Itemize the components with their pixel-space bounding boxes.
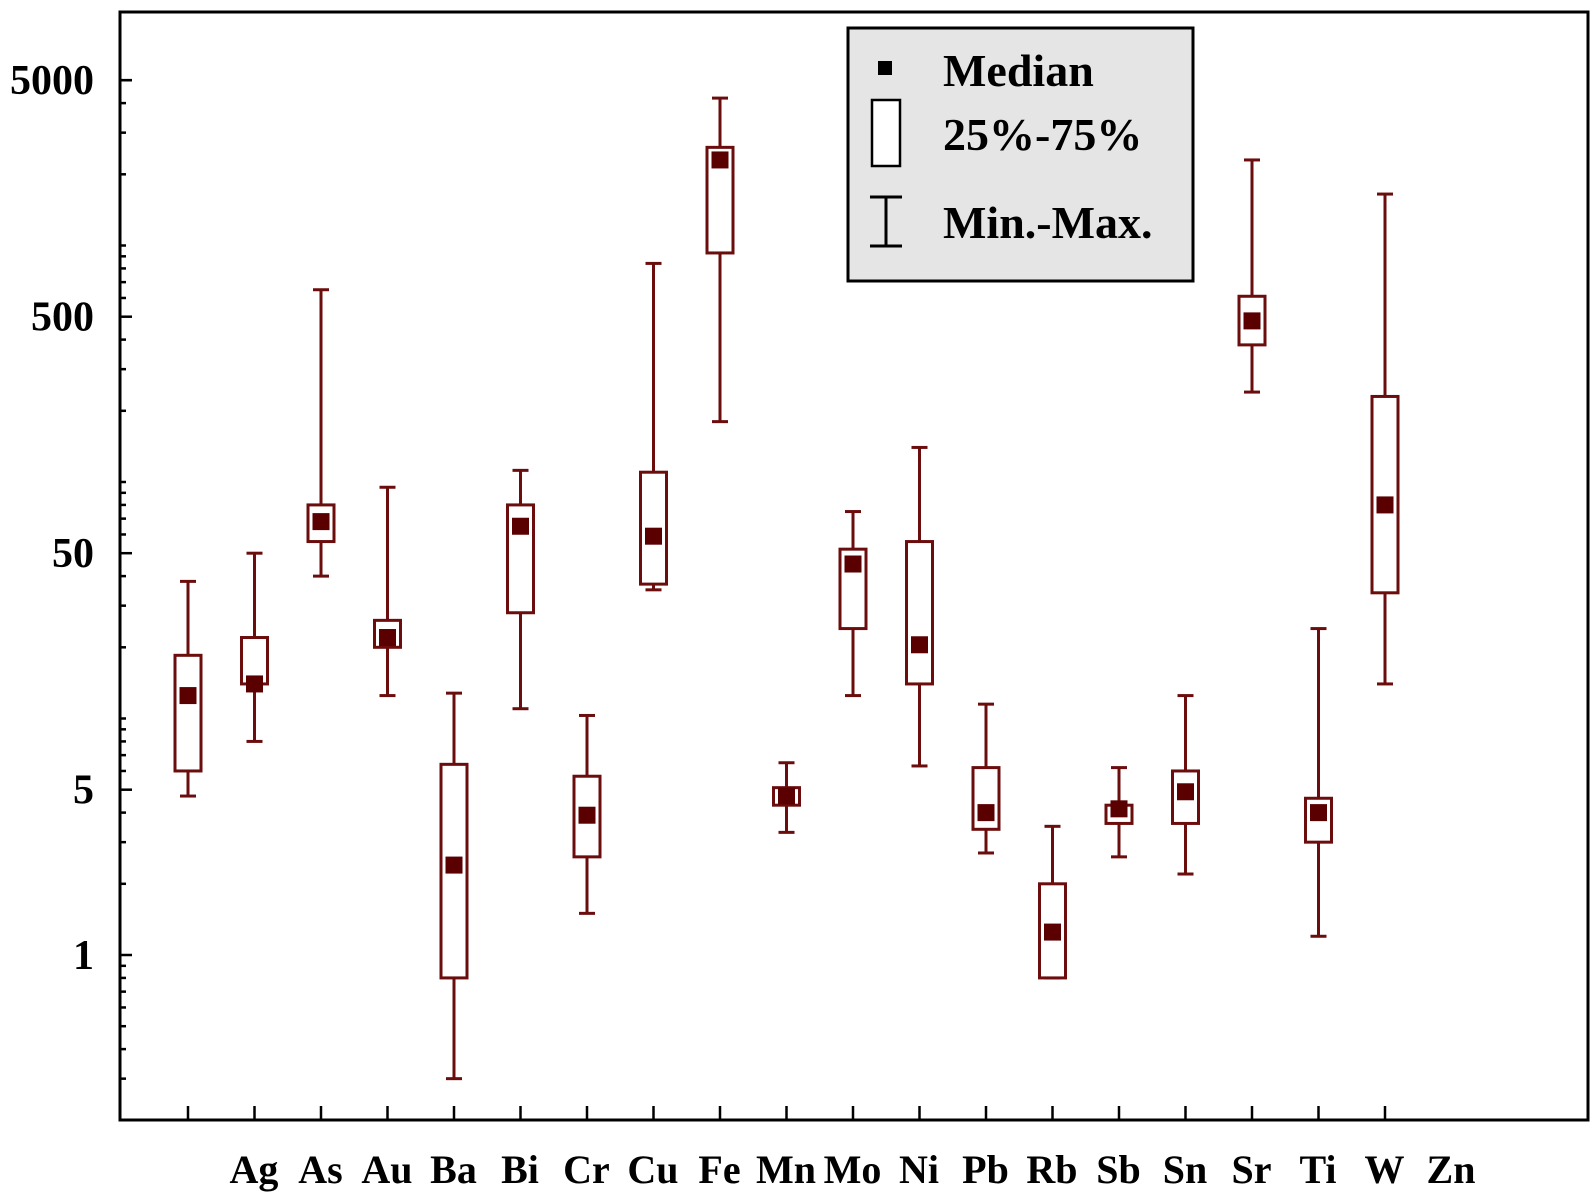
median-marker	[1310, 804, 1327, 822]
box-item	[173, 579, 203, 798]
x-tick-label: Zn	[1427, 1147, 1476, 1192]
x-tick-label: Sb	[1096, 1147, 1141, 1192]
median-marker	[1110, 800, 1128, 818]
median-marker	[778, 787, 795, 805]
legend-whisker-marker	[870, 195, 902, 248]
legend-whisker-label: Min.-Max.	[943, 197, 1153, 248]
y-tick-label: 500	[31, 295, 94, 341]
median-marker	[645, 527, 662, 545]
x-tick-label: Sr	[1232, 1147, 1272, 1192]
legend: Median 25%-75% Min.-Max.	[846, 26, 1195, 283]
legend-median-label: Median	[943, 45, 1094, 96]
x-tick-label: Sn	[1163, 1147, 1208, 1192]
legend-background	[846, 26, 1195, 283]
box-item	[772, 761, 801, 834]
boxes	[173, 96, 1400, 1081]
box-item	[639, 261, 668, 592]
box-item	[1370, 192, 1400, 686]
box-item	[373, 485, 402, 698]
y-tick-label: 5000	[10, 58, 94, 104]
y-tick-label: 50	[52, 531, 94, 577]
median-marker	[977, 804, 995, 822]
iqr-box	[306, 503, 336, 544]
box-item	[439, 691, 469, 1081]
x-tick-label: Ba	[430, 1147, 477, 1192]
box-item	[1104, 766, 1134, 859]
x-tick-label: Ti	[1299, 1147, 1336, 1192]
iqr-box	[838, 547, 868, 631]
box-item	[1304, 627, 1333, 938]
median-marker	[246, 675, 263, 693]
legend-median-marker	[878, 61, 892, 75]
iqr-box	[173, 653, 203, 773]
box-item	[1038, 824, 1067, 980]
median-marker	[312, 513, 330, 531]
box-item	[240, 551, 269, 743]
median-marker	[1243, 312, 1261, 330]
x-tick-label: Cr	[563, 1147, 610, 1192]
box-item	[306, 288, 336, 578]
median-marker	[578, 806, 596, 824]
median-marker	[844, 555, 862, 573]
iqr-box	[639, 470, 668, 586]
box-item	[838, 510, 868, 698]
median-marker	[379, 629, 396, 647]
x-tick-label: Ag	[230, 1147, 279, 1192]
iqr-box	[905, 540, 934, 686]
median-marker	[512, 517, 529, 535]
median-marker	[445, 856, 463, 874]
median-marker	[179, 687, 197, 705]
median-marker	[911, 636, 928, 654]
x-tick-label: Fe	[698, 1147, 740, 1192]
x-tick-label: Bi	[501, 1147, 539, 1192]
y-tick-label: 5	[73, 768, 94, 814]
y-tick-label: 1	[73, 933, 94, 979]
iqr-box	[439, 762, 469, 980]
x-tick-label: W	[1365, 1147, 1405, 1192]
y-axis-ticks: 5000 500 50 5 1	[10, 58, 132, 1080]
box-item	[905, 445, 934, 768]
x-tick-label: Rb	[1026, 1147, 1077, 1192]
x-tick-label: Au	[361, 1147, 412, 1192]
x-tick-label: Mo	[824, 1147, 882, 1192]
box-item	[506, 468, 535, 711]
median-marker	[1177, 783, 1194, 801]
median-marker	[1044, 923, 1061, 941]
iqr-box	[1370, 394, 1400, 595]
median-marker	[711, 151, 729, 169]
x-tick-label: Pb	[962, 1147, 1009, 1192]
x-axis-ticks: Ag As Au Ba Bi Cr Cu Fe Mn Mo Ni Pb Rb Sb Sn Sr Ti W Zn	[186, 1106, 1476, 1192]
x-tick-label: Ni	[899, 1147, 939, 1192]
x-tick-label: Mn	[756, 1147, 816, 1192]
legend-box-marker	[870, 98, 902, 168]
box-item	[971, 702, 1001, 855]
legend-box-label: 25%-75%	[943, 109, 1142, 160]
box-item	[705, 96, 735, 424]
box-item	[572, 713, 602, 915]
box-item	[1237, 158, 1267, 394]
x-tick-label: Cu	[627, 1147, 678, 1192]
median-marker	[1376, 496, 1394, 514]
x-tick-label: As	[298, 1147, 342, 1192]
box-item	[1171, 694, 1200, 876]
